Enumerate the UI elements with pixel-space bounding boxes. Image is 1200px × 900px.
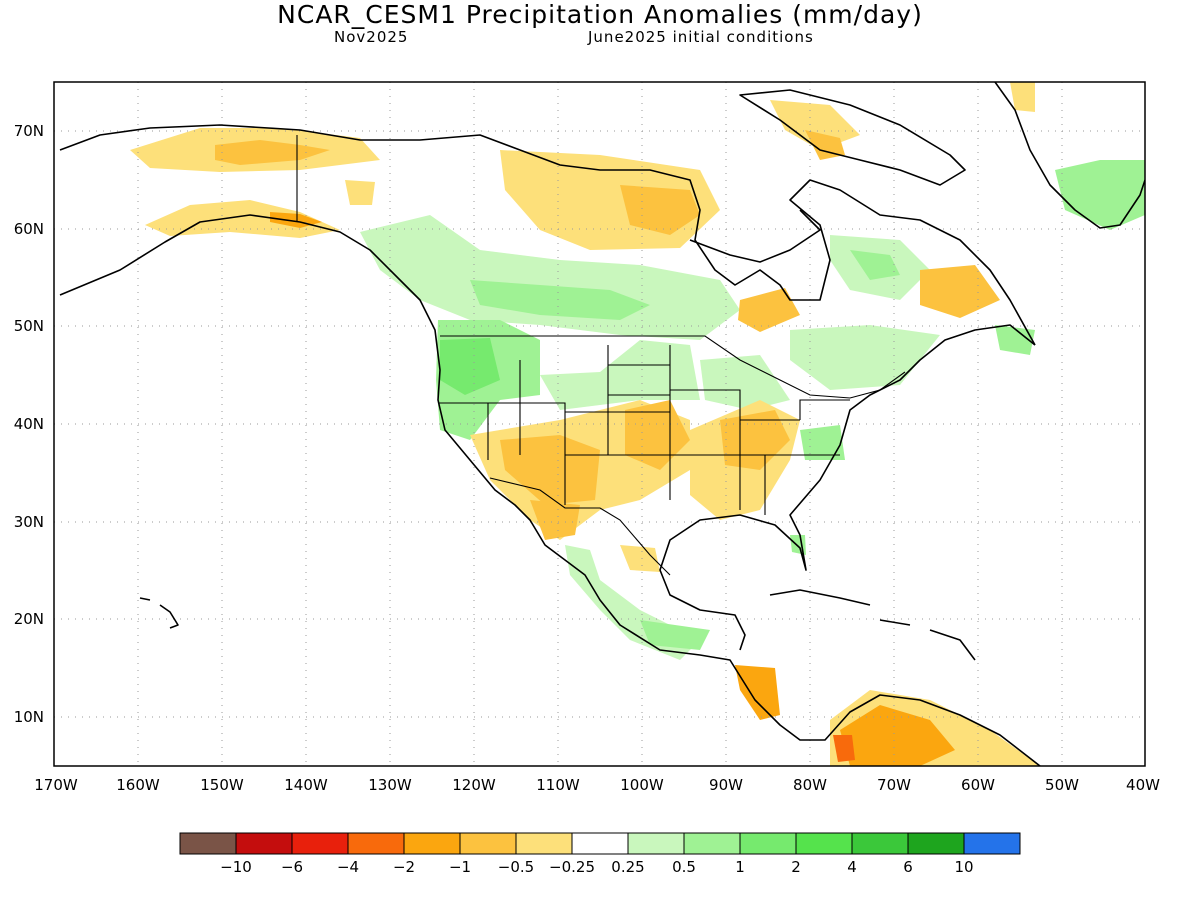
colorbar-label: 0.5 xyxy=(672,858,696,876)
anomaly-dry-south-america-core xyxy=(840,705,955,766)
lon-label-130w: 130W xyxy=(368,776,412,794)
colorbar-label: 6 xyxy=(903,858,913,876)
coastline-north-america xyxy=(59,214,1041,766)
lat-label-20n: 20N xyxy=(14,610,44,628)
latitude-axis: 70N 60N 50N 40N 30N 20N 10N xyxy=(14,122,44,726)
anomaly-dry-yukon xyxy=(345,180,375,205)
map-frame xyxy=(53,81,1146,767)
forecast-month: Nov2025 xyxy=(334,28,409,46)
colorbar-swatch xyxy=(515,832,573,855)
colorbar-swatch xyxy=(179,832,237,855)
initial-conditions: June2025 initial conditions xyxy=(588,28,814,46)
lat-label-60n: 60N xyxy=(14,220,44,238)
anomaly-dry-hudson-core xyxy=(620,185,700,235)
colorbar-label: −4 xyxy=(337,858,359,876)
colorbar-label: 4 xyxy=(847,858,857,876)
political-borders xyxy=(296,135,906,576)
colorbar-swatch xyxy=(459,832,517,855)
coastlines xyxy=(59,82,1145,766)
colorbar-swatch xyxy=(739,832,797,855)
anomaly-wet-newfoundland xyxy=(995,325,1035,355)
colorbar-label: −10 xyxy=(220,858,252,876)
anomaly-dry-baffin-core xyxy=(805,130,845,160)
lon-label-60w: 60W xyxy=(961,776,995,794)
anomaly-dry-gulf xyxy=(620,545,660,572)
colorbar-label: 0.25 xyxy=(611,858,644,876)
longitude-axis: 170W 160W 150W 140W 130W 120W 110W 100W … xyxy=(34,776,1160,794)
colorbar-swatches xyxy=(179,832,1021,855)
lat-label-40n: 40N xyxy=(14,415,44,433)
colorbar-label: 2 xyxy=(791,858,801,876)
anomaly-wet-canada-belt xyxy=(360,215,740,340)
anomaly-wet-quebec-core xyxy=(850,250,900,280)
lon-label-120w: 120W xyxy=(452,776,496,794)
colorbar-label: −0.25 xyxy=(549,858,595,876)
colorbar-swatch xyxy=(347,832,405,855)
coastline-hawaii xyxy=(139,597,179,629)
border-us-canada xyxy=(440,335,906,399)
anomaly-shading xyxy=(130,82,1145,766)
lon-label-90w: 90W xyxy=(709,776,743,794)
colorbar-swatch xyxy=(963,832,1021,855)
colorbar-swatch xyxy=(795,832,853,855)
coastline-caribbean xyxy=(769,589,976,661)
anomaly-wet-pnw-core xyxy=(440,338,500,395)
lon-label-160w: 160W xyxy=(116,776,160,794)
lat-label-50n: 50N xyxy=(14,317,44,335)
colorbar-label: −0.5 xyxy=(498,858,534,876)
colorbar-label: −2 xyxy=(393,858,415,876)
colorbar-swatch xyxy=(851,832,909,855)
lon-label-170w: 170W xyxy=(34,776,78,794)
lat-label-10n: 10N xyxy=(14,708,44,726)
lon-label-110w: 110W xyxy=(536,776,580,794)
colorbar-label: −1 xyxy=(449,858,471,876)
anomaly-dry-mexico-northwest xyxy=(530,500,580,540)
anomaly-wet-mexico-core xyxy=(640,620,710,650)
anomaly-dry-southwest-core xyxy=(500,435,600,505)
lat-label-70n: 70N xyxy=(14,122,44,140)
colorbar-swatch xyxy=(683,832,741,855)
lon-label-100w: 100W xyxy=(620,776,664,794)
anomaly-dry-ontario xyxy=(738,288,800,332)
colorbar-swatch xyxy=(291,832,349,855)
anomaly-wet-mid-atlantic xyxy=(800,425,845,460)
colorbar-swatch xyxy=(571,832,629,855)
anomaly-dry-alaska-south xyxy=(145,200,340,238)
colorbar-swatch xyxy=(907,832,965,855)
lon-label-70w: 70W xyxy=(877,776,911,794)
border-state-lines xyxy=(438,345,850,515)
coastline-arctic xyxy=(59,124,1036,346)
anomaly-wet-canada-core xyxy=(470,280,650,320)
colorbar-labels: −10 −6 −4 −2 −1 −0.5 −0.25 0.25 0.5 1 2 4 6 10 xyxy=(220,858,973,876)
coastline-baffin xyxy=(739,89,966,186)
lon-label-50w: 50W xyxy=(1045,776,1079,794)
lat-label-30n: 30N xyxy=(14,513,44,531)
coastline-greenland xyxy=(994,82,1145,229)
anomaly-dry-colombia-max xyxy=(833,735,855,762)
lon-label-140w: 140W xyxy=(284,776,328,794)
anomaly-dry-alaska-north-core xyxy=(215,140,330,165)
colorbar-label: 10 xyxy=(954,858,973,876)
coastline-gulf-atlantic xyxy=(659,324,1036,651)
anomaly-dry-central-america xyxy=(735,665,780,720)
lon-label-80w: 80W xyxy=(793,776,827,794)
colorbar: −10 −6 −4 −2 −1 −0.5 −0.25 0.25 0.5 1 2 4 6 10 xyxy=(179,832,1021,876)
colorbar-label: 1 xyxy=(735,858,745,876)
anomaly-wet-northern-plains xyxy=(540,340,700,410)
colorbar-swatch xyxy=(235,832,293,855)
colorbar-label: −6 xyxy=(281,858,303,876)
anomaly-dry-labrador xyxy=(920,265,1000,318)
map-title: NCAR_CESM1 Precipitation Anomalies (mm/d… xyxy=(277,0,923,29)
anomaly-dry-greenland-north xyxy=(1010,82,1035,112)
anomaly-dry-texas xyxy=(625,400,690,470)
lon-label-150w: 150W xyxy=(200,776,244,794)
anomaly-wet-midwest xyxy=(700,355,790,410)
colorbar-swatch xyxy=(403,832,461,855)
border-us-mexico xyxy=(489,477,671,576)
colorbar-swatch xyxy=(627,832,685,855)
coastline-hudson-bay xyxy=(689,209,821,263)
lon-label-40w: 40W xyxy=(1126,776,1160,794)
